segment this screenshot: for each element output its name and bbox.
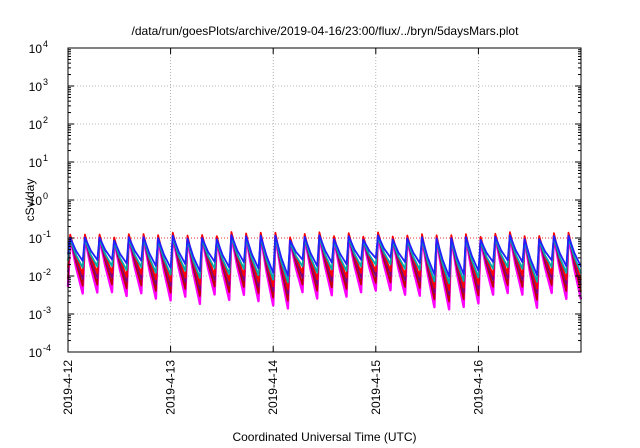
y-tick-label: 10 [29, 308, 43, 322]
grid [68, 48, 581, 352]
y-tick-label: 10 [29, 270, 43, 284]
y-tick-exponent: 0 [43, 191, 48, 201]
x-axis-label: Coordinated Universal Time (UTC) [232, 430, 416, 444]
plot-frame [67, 47, 582, 353]
series-layer [66, 231, 583, 311]
y-tick-exponent: -4 [43, 343, 51, 353]
y-tick-exponent: 4 [43, 39, 48, 49]
y-tick-exponent: -3 [43, 305, 51, 315]
y-tick-label: 10 [29, 346, 43, 360]
y-tick-exponent: -2 [43, 267, 51, 277]
y-tick-label: 10 [29, 42, 43, 56]
y-tick-exponent: 1 [43, 153, 48, 163]
x-tick-label: 2019-4-13 [164, 360, 178, 415]
x-tick-label: 2019-4-16 [471, 360, 485, 415]
y-tick-label: 10 [29, 80, 43, 94]
y-tick-exponent: -1 [43, 229, 51, 239]
y-tick-label: 10 [29, 156, 43, 170]
x-axis-ticks: 2019-4-12 2019-4-13 2019-4-14 2019-4-15 2019… [61, 48, 485, 415]
chart-title: /data/run/goesPlots/archive/2019-04-16/2… [132, 24, 520, 38]
y-tick-exponent: 2 [43, 115, 48, 125]
y-tick-exponent: 3 [43, 77, 48, 87]
x-tick-label: 2019-4-12 [61, 360, 75, 415]
x-tick-label: 2019-4-14 [266, 360, 280, 415]
y-tick-label: 10 [29, 232, 43, 246]
x-tick-label: 2019-4-15 [369, 360, 383, 415]
series-line [67, 234, 582, 278]
y-tick-label: 10 [29, 194, 43, 208]
y-tick-label: 10 [29, 118, 43, 132]
y-axis-label: cSv/day [23, 179, 37, 222]
